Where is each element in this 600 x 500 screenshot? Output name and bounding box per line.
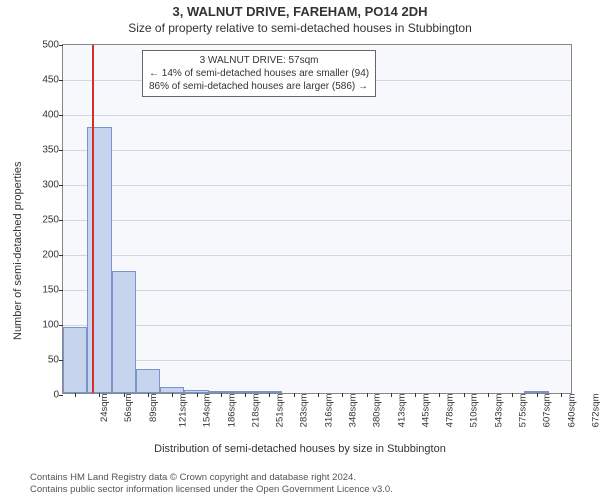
x-tick [464, 393, 465, 397]
x-tick [367, 393, 368, 397]
x-tick-label: 478sqm [444, 394, 455, 428]
x-tick-label: 251sqm [274, 394, 285, 428]
x-tick [415, 393, 416, 397]
y-tick [59, 45, 63, 46]
grid-line [63, 290, 571, 291]
grid-line [63, 360, 571, 361]
footer-line-2: Contains public sector information licen… [30, 484, 570, 496]
x-tick [512, 393, 513, 397]
x-tick-label: 283sqm [299, 394, 310, 428]
page-subtitle: Size of property relative to semi-detach… [0, 19, 600, 35]
x-tick-label: 640sqm [566, 394, 577, 428]
x-tick-label: 186sqm [226, 394, 237, 428]
x-tick [537, 393, 538, 397]
x-tick-label: 316sqm [323, 394, 334, 428]
x-tick [75, 393, 76, 397]
y-tick [59, 220, 63, 221]
annotation-box: 3 WALNUT DRIVE: 57sqm ← 14% of semi-deta… [142, 50, 376, 97]
x-tick [488, 393, 489, 397]
x-tick [99, 393, 100, 397]
y-tick [59, 115, 63, 116]
x-tick [269, 393, 270, 397]
x-tick-label: 348sqm [347, 394, 358, 428]
x-tick [342, 393, 343, 397]
x-tick-label: 510sqm [469, 394, 480, 428]
histogram-bar [136, 369, 160, 394]
y-tick [59, 150, 63, 151]
grid-line [63, 325, 571, 326]
x-tick [294, 393, 295, 397]
page-title: 3, WALNUT DRIVE, FAREHAM, PO14 2DH [0, 0, 600, 19]
x-tick-label: 154sqm [202, 394, 213, 428]
annotation-line-2: ← 14% of semi-detached houses are smalle… [149, 67, 369, 80]
annotation-line-1: 3 WALNUT DRIVE: 57sqm [149, 54, 369, 67]
x-tick-label: 218sqm [250, 394, 261, 428]
y-tick [59, 255, 63, 256]
y-tick [59, 185, 63, 186]
histogram-bar [63, 327, 87, 394]
grid-line [63, 220, 571, 221]
x-tick [439, 393, 440, 397]
x-tick-label: 24sqm [99, 394, 110, 423]
x-tick-label: 380sqm [372, 394, 383, 428]
y-tick-label: 50 [31, 355, 59, 366]
x-axis-title: Distribution of semi-detached houses by … [0, 443, 600, 455]
x-tick-label: 89sqm [148, 394, 159, 423]
y-tick-label: 300 [31, 180, 59, 191]
y-tick-label: 0 [31, 390, 59, 401]
x-tick [148, 393, 149, 397]
histogram-bar [112, 271, 136, 394]
x-tick-label: 672sqm [590, 394, 600, 428]
y-tick [59, 395, 63, 396]
y-tick-label: 150 [31, 285, 59, 296]
x-tick [318, 393, 319, 397]
grid-line [63, 185, 571, 186]
footer-line-1: Contains HM Land Registry data © Crown c… [30, 472, 570, 484]
x-tick [391, 393, 392, 397]
x-tick-label: 543sqm [493, 394, 504, 428]
y-tick-label: 500 [31, 40, 59, 51]
y-tick-label: 450 [31, 75, 59, 86]
x-tick [124, 393, 125, 397]
y-tick [59, 290, 63, 291]
histogram-bar [87, 127, 111, 393]
y-tick-label: 350 [31, 145, 59, 156]
chart-area: 05010015020025030035040045050024sqm56sqm… [62, 44, 572, 394]
grid-line [63, 115, 571, 116]
footer-attribution: Contains HM Land Registry data © Crown c… [0, 472, 600, 496]
x-tick-label: 575sqm [517, 394, 528, 428]
y-axis-title: Number of semi-detached properties [12, 161, 24, 340]
annotation-line-3: 86% of semi-detached houses are larger (… [149, 80, 369, 93]
grid-line [63, 255, 571, 256]
x-tick-label: 121sqm [177, 394, 188, 428]
y-tick-label: 200 [31, 250, 59, 261]
grid-line [63, 150, 571, 151]
x-tick [221, 393, 222, 397]
x-tick-label: 445sqm [420, 394, 431, 428]
x-tick-label: 56sqm [123, 394, 134, 423]
x-tick-label: 607sqm [542, 394, 553, 428]
y-tick [59, 80, 63, 81]
y-tick-label: 100 [31, 320, 59, 331]
x-tick [172, 393, 173, 397]
property-marker-line [92, 45, 94, 393]
x-tick [245, 393, 246, 397]
x-tick [197, 393, 198, 397]
x-tick [561, 393, 562, 397]
x-tick-label: 413sqm [396, 394, 407, 428]
y-tick-label: 400 [31, 110, 59, 121]
y-tick-label: 250 [31, 215, 59, 226]
